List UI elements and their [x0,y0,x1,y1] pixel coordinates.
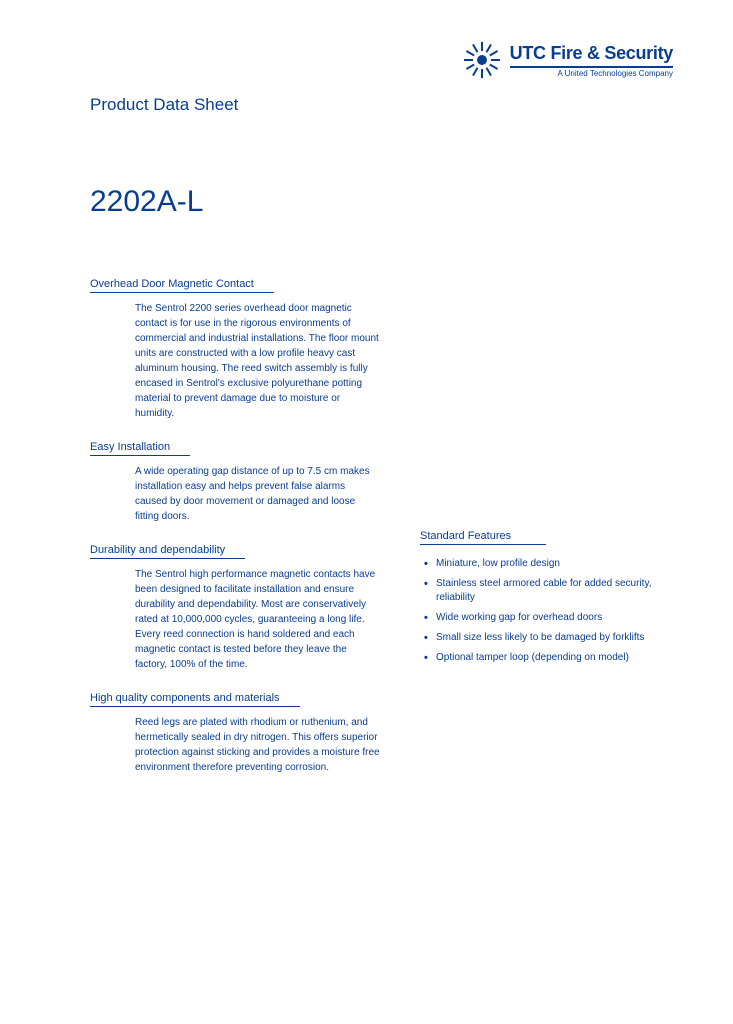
features-list: Miniature, low profile design Stainless … [420,557,665,665]
product-title: 2202A-L [90,185,673,219]
section-easy-installation: Easy Installation A wide operating gap d… [90,437,380,524]
section-overhead-door: Overhead Door Magnetic Contact The Sentr… [90,274,380,421]
content-area: Overhead Door Magnetic Contact The Sentr… [90,274,673,791]
section-body: The Sentrol 2200 series overhead door ma… [90,301,380,421]
feature-item: Wide working gap for overhead doors [424,611,665,625]
section-durability: Durability and dependability The Sentrol… [90,540,380,672]
section-heading: Easy Installation [90,441,190,456]
feature-item: Miniature, low profile design [424,557,665,571]
section-body: Reed legs are plated with rhodium or rut… [90,715,380,775]
features-heading: Standard Features [420,530,546,545]
section-quality-components: High quality components and materials Re… [90,688,380,775]
section-heading: High quality components and materials [90,692,300,707]
feature-item: Small size less likely to be damaged by … [424,631,665,645]
sunburst-logo-icon [462,40,502,80]
section-heading: Overhead Door Magnetic Contact [90,278,274,293]
feature-item: Optional tamper loop (depending on model… [424,651,665,665]
company-name: UTC Fire & Security [510,43,673,64]
description-column: Overhead Door Magnetic Contact The Sentr… [90,274,380,791]
section-body: The Sentrol high performance magnetic co… [90,567,380,672]
section-heading: Durability and dependability [90,544,245,559]
feature-item: Stainless steel armored cable for added … [424,577,665,605]
features-column: Standard Features Miniature, low profile… [420,526,665,791]
document-type: Product Data Sheet [90,95,673,115]
brand-header: UTC Fire & Security A United Technologie… [462,40,673,80]
company-tagline: A United Technologies Company [510,66,673,78]
brand-text-block: UTC Fire & Security A United Technologie… [510,43,673,78]
section-body: A wide operating gap distance of up to 7… [90,464,380,524]
